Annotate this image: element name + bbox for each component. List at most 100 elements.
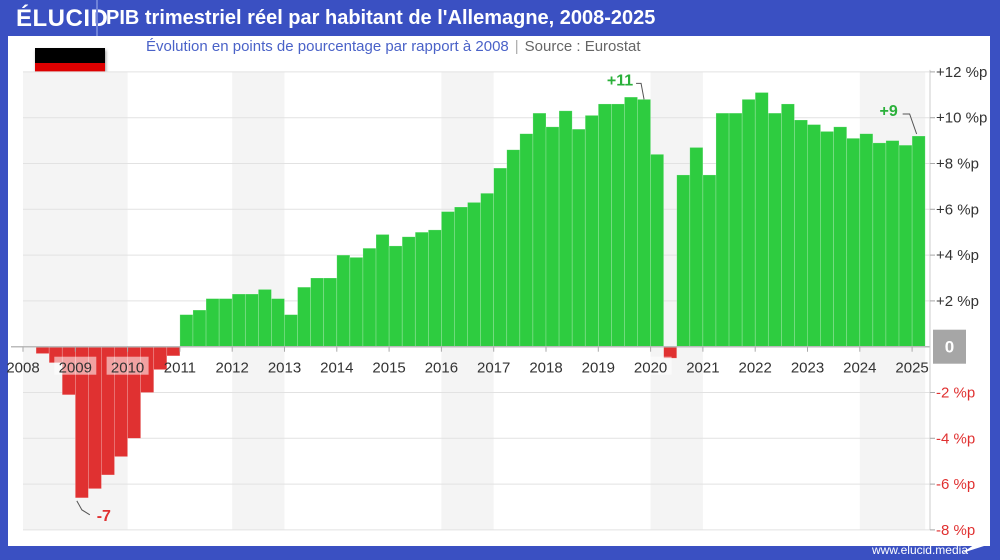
bar <box>676 174 691 347</box>
header-divider <box>96 0 98 36</box>
bar <box>231 293 246 347</box>
bar <box>244 293 259 347</box>
x-label-bg <box>629 356 672 375</box>
bar <box>258 289 272 348</box>
x-label-bg <box>106 356 149 375</box>
bar <box>754 92 769 348</box>
separator: | <box>514 38 519 55</box>
bar <box>388 245 403 348</box>
bar <box>428 229 442 348</box>
x-tick-label: 2019 <box>582 360 615 377</box>
y-tick-label: +4 %p <box>936 247 979 264</box>
x-tick-label: 2010 <box>111 360 144 377</box>
bar <box>781 103 795 348</box>
annotation-label: +9 <box>880 103 898 120</box>
x-tick-label: 2011 <box>164 360 196 377</box>
bar <box>820 131 834 347</box>
chart-title: PIB trimestriel réel par habitant de l'A… <box>106 7 656 29</box>
bar <box>271 298 285 347</box>
bar <box>807 124 821 348</box>
bar <box>336 254 351 348</box>
x-tick-label: 2016 <box>425 360 458 377</box>
header: ÉLUCID PIB trimestriel réel par habitant… <box>0 0 1000 36</box>
x-tick-label: 2023 <box>791 360 824 377</box>
bar <box>441 211 455 347</box>
bar <box>454 206 468 347</box>
bar <box>284 314 298 348</box>
x-tick-label: 2012 <box>216 360 249 377</box>
bar <box>467 202 481 347</box>
y-tick-label: +12 %p <box>936 64 987 81</box>
bar <box>650 154 664 347</box>
x-tick-label: 2009 <box>59 360 92 377</box>
bar <box>597 103 612 348</box>
zero-badge <box>933 329 966 364</box>
flag-stripe <box>35 48 105 63</box>
bar <box>192 309 207 347</box>
x-tick-label: 2008 <box>6 360 39 377</box>
bar <box>872 142 887 347</box>
bar <box>35 346 50 354</box>
subtitle-text: Évolution en points de pourcentage par r… <box>146 38 509 55</box>
y-tick-label: 0 <box>945 338 954 357</box>
y-tick-label: +2 %p <box>936 293 979 310</box>
footer-url[interactable]: www.elucid.media <box>871 543 968 557</box>
y-tick-label: -2 %p <box>936 385 975 402</box>
bar <box>833 126 848 347</box>
bar <box>401 236 416 347</box>
elucid-mark-icon <box>962 538 984 553</box>
bar <box>532 112 547 348</box>
bar <box>584 115 599 347</box>
bar <box>323 277 338 347</box>
y-tick-label: +10 %p <box>936 110 987 127</box>
bar <box>545 126 560 347</box>
bar <box>689 147 704 347</box>
x-tick-label: 2021 <box>686 360 719 377</box>
bar <box>310 277 325 347</box>
elucid-logo[interactable]: ÉLUCID <box>16 5 109 32</box>
y-tick-label: +6 %p <box>936 201 979 218</box>
bar <box>741 99 756 348</box>
bar <box>885 140 900 348</box>
bar <box>414 231 429 347</box>
y-tick-label: -4 %p <box>936 430 975 447</box>
x-tick-label: 2020 <box>634 360 667 377</box>
bar <box>767 112 782 348</box>
bar <box>506 149 521 347</box>
y-tick-label: -8 %p <box>936 522 975 539</box>
annotation-leader <box>76 500 91 516</box>
bar <box>859 133 874 347</box>
bar <box>898 144 913 347</box>
bar <box>218 298 233 347</box>
bar <box>205 298 220 347</box>
bar <box>728 112 743 348</box>
source-text: Source : Eurostat <box>524 38 641 55</box>
bar <box>846 138 861 347</box>
bar <box>297 286 311 348</box>
x-label-bg <box>54 356 97 375</box>
bar <box>571 128 586 347</box>
annotation-leader <box>636 82 645 100</box>
x-tick-label: 2015 <box>372 360 405 377</box>
annotation-label: +11 <box>607 72 633 89</box>
x-tick-label: 2014 <box>320 360 353 377</box>
x-tick-label: 2013 <box>268 360 301 377</box>
bar <box>794 119 808 348</box>
x-tick-label: 2025 <box>895 360 928 377</box>
bar <box>362 247 377 347</box>
bar <box>493 167 508 347</box>
bar <box>166 346 181 357</box>
bar <box>519 133 534 347</box>
annotation-label: -7 <box>97 508 111 525</box>
y-tick-label: +8 %p <box>936 156 979 173</box>
bar <box>480 192 494 347</box>
bar <box>611 103 625 348</box>
x-tick-label: 2024 <box>843 360 876 377</box>
x-tick-label: 2017 <box>477 360 510 377</box>
bar <box>179 314 194 348</box>
bar <box>663 346 678 359</box>
bar <box>349 257 364 348</box>
bar <box>715 112 730 348</box>
chart-subtitle: Évolution en points de pourcentage par r… <box>146 38 641 55</box>
